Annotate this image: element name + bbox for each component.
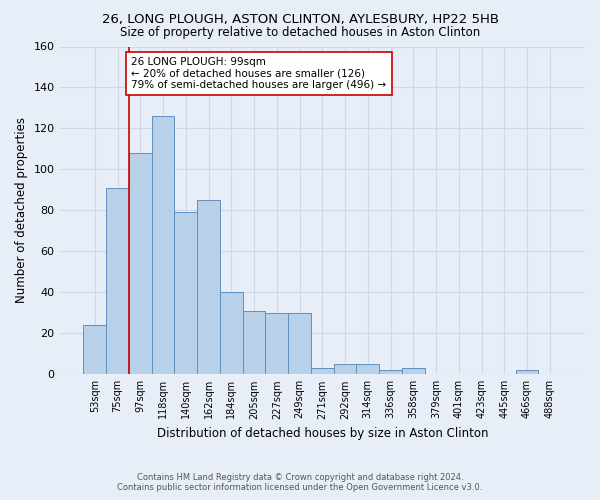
Bar [83, 325, 106, 374]
Bar [311, 368, 334, 374]
Bar [265, 313, 288, 374]
Bar [175, 212, 197, 374]
Bar [197, 200, 220, 374]
Text: Contains HM Land Registry data © Crown copyright and database right 2024.
Contai: Contains HM Land Registry data © Crown c… [118, 473, 482, 492]
Text: Size of property relative to detached houses in Aston Clinton: Size of property relative to detached ho… [120, 26, 480, 39]
Bar [288, 313, 311, 374]
X-axis label: Distribution of detached houses by size in Aston Clinton: Distribution of detached houses by size … [157, 427, 488, 440]
Bar [402, 368, 425, 374]
Bar [242, 311, 265, 374]
Bar [515, 370, 538, 374]
Text: 26 LONG PLOUGH: 99sqm
← 20% of detached houses are smaller (126)
79% of semi-det: 26 LONG PLOUGH: 99sqm ← 20% of detached … [131, 56, 386, 90]
Bar [334, 364, 356, 374]
Text: 26, LONG PLOUGH, ASTON CLINTON, AYLESBURY, HP22 5HB: 26, LONG PLOUGH, ASTON CLINTON, AYLESBUR… [101, 12, 499, 26]
Bar [129, 153, 152, 374]
Y-axis label: Number of detached properties: Number of detached properties [15, 118, 28, 304]
Bar [356, 364, 379, 374]
Bar [152, 116, 175, 374]
Bar [220, 292, 242, 374]
Bar [379, 370, 402, 374]
Bar [106, 188, 129, 374]
